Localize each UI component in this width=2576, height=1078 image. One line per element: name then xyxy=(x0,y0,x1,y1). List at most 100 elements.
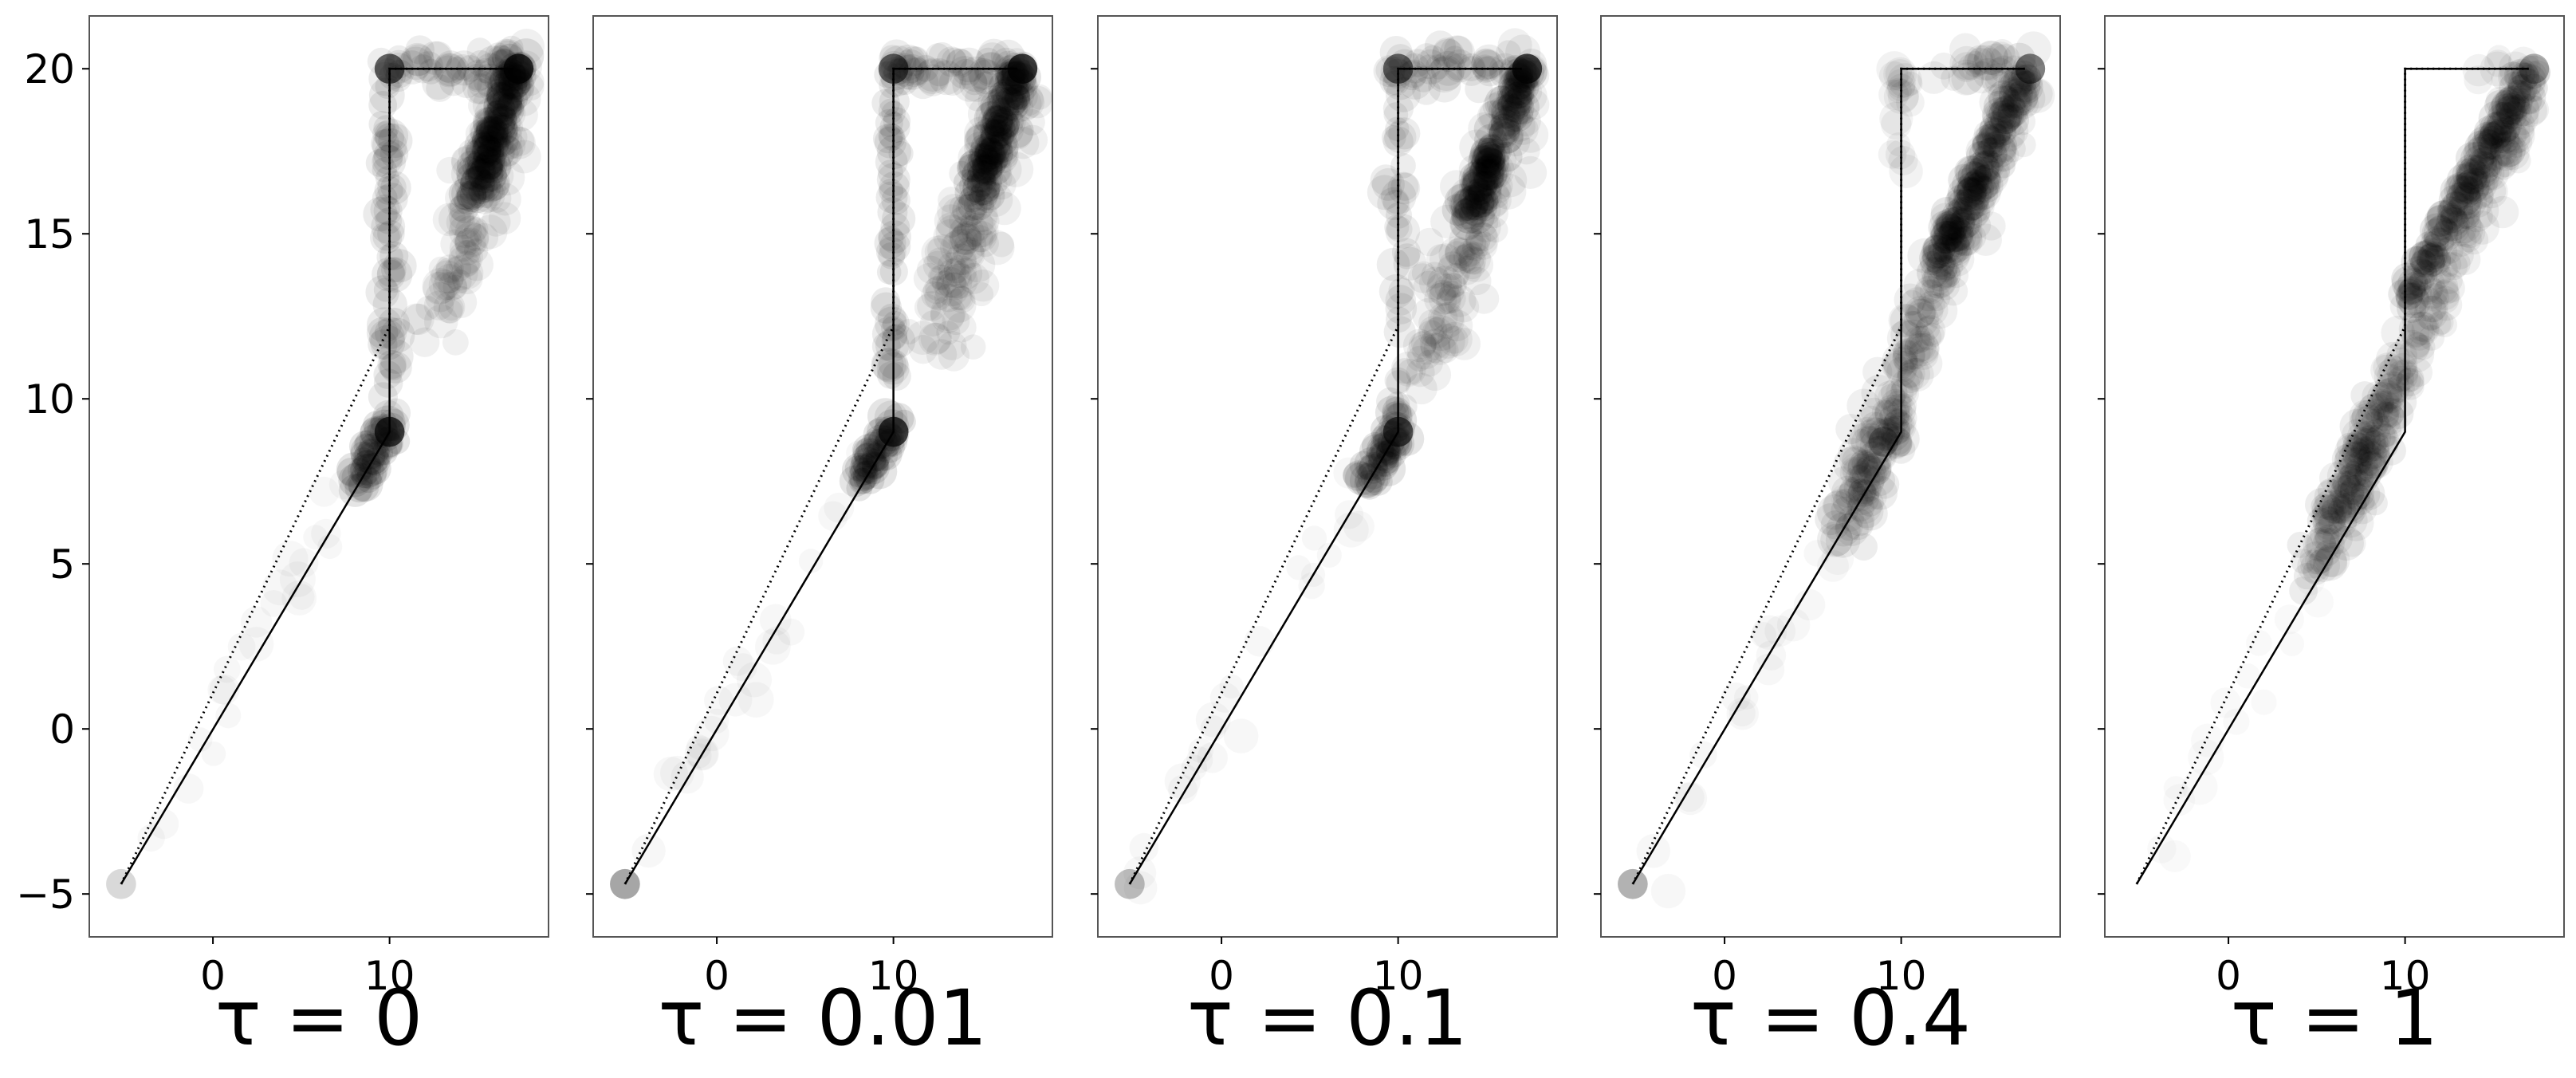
sample-point xyxy=(1967,169,1996,198)
sample-point xyxy=(1361,431,1390,460)
sample-point xyxy=(1862,435,1897,471)
sample-point xyxy=(494,92,520,117)
sample-point xyxy=(2333,492,2359,519)
sample-point xyxy=(982,106,1014,138)
sample-point xyxy=(1964,171,1993,199)
sample-point xyxy=(2425,235,2458,268)
sample-point xyxy=(2408,241,2440,273)
sample-point xyxy=(486,114,516,144)
dotted-trajectory xyxy=(623,67,1017,885)
sample-point xyxy=(1982,133,2017,168)
sample-point xyxy=(1989,39,2016,65)
sample-point xyxy=(372,223,400,251)
sample-point xyxy=(1011,85,1045,120)
sample-point xyxy=(348,466,383,502)
sample-point xyxy=(1941,213,1968,241)
sample-point xyxy=(469,116,498,145)
sample-point xyxy=(2353,461,2380,488)
sample-point xyxy=(486,120,522,155)
sample-point xyxy=(379,339,414,374)
sample-point xyxy=(463,217,489,242)
sample-point xyxy=(2453,169,2490,205)
sample-point xyxy=(2401,246,2433,278)
sample-point xyxy=(448,214,482,249)
sample-point xyxy=(875,328,910,363)
sample-point xyxy=(377,220,405,248)
sample-point xyxy=(1420,332,1451,364)
sample-point xyxy=(1456,240,1483,267)
sample-point xyxy=(2397,372,2425,400)
sample-point xyxy=(1961,170,1989,197)
sample-point xyxy=(1948,216,1983,251)
sample-point xyxy=(1504,90,1540,125)
sample-point xyxy=(1952,188,1985,222)
sample-point xyxy=(882,325,907,350)
sample-point xyxy=(2000,86,2033,120)
sample-point xyxy=(1504,85,1533,114)
sample-point xyxy=(1483,138,1511,165)
sample-point xyxy=(377,349,407,380)
sample-point xyxy=(1958,178,1992,211)
sample-point xyxy=(476,139,507,171)
sample-point xyxy=(470,222,499,252)
sample-point xyxy=(1349,450,1378,480)
sample-point xyxy=(2312,528,2345,561)
sample-point xyxy=(370,325,406,360)
sample-point xyxy=(1960,195,1985,221)
sample-point xyxy=(970,134,996,159)
sample-point xyxy=(1996,102,2023,129)
sample-point xyxy=(454,187,482,215)
sample-point xyxy=(2289,576,2318,605)
sample-point xyxy=(2446,194,2481,229)
panel-2: 0 10τ = 0.01 xyxy=(586,15,1053,1063)
sample-point xyxy=(1986,100,2016,130)
sample-point xyxy=(2359,393,2387,421)
sample-point xyxy=(1390,351,1426,387)
sample-point xyxy=(2502,79,2535,112)
sample-point xyxy=(1475,151,1506,183)
sample-point xyxy=(949,215,985,251)
y-tick-label: 0 xyxy=(49,706,75,753)
sample-point xyxy=(1438,236,1475,273)
sample-point xyxy=(2491,125,2519,154)
sample-point xyxy=(946,312,977,343)
sample-point xyxy=(2489,154,2516,180)
sample-point xyxy=(457,180,487,210)
sample-point xyxy=(985,112,1019,147)
sample-point xyxy=(2337,468,2373,505)
sample-point xyxy=(1880,422,1905,447)
sample-point xyxy=(486,77,516,106)
sample-point xyxy=(1462,190,1490,217)
sample-point xyxy=(1929,203,1961,234)
sample-point xyxy=(1842,447,1870,475)
sample-point xyxy=(1932,236,1961,265)
sample-point xyxy=(971,207,1000,236)
sample-point xyxy=(2305,488,2338,521)
sample-point xyxy=(883,107,911,135)
sample-point xyxy=(978,125,1012,159)
sample-point xyxy=(373,196,403,226)
sample-point xyxy=(1418,309,1445,336)
sample-point xyxy=(458,139,483,163)
sample-point xyxy=(1957,161,1990,194)
sample-point xyxy=(380,139,409,168)
sample-point xyxy=(1936,207,1970,241)
sample-point xyxy=(1964,168,1990,195)
sample-point xyxy=(1496,77,1522,103)
sample-point xyxy=(2489,131,2523,165)
sample-point xyxy=(378,123,413,159)
sample-point xyxy=(1982,142,2008,168)
sample-point xyxy=(1890,319,1921,350)
sample-point xyxy=(491,88,522,119)
sample-point xyxy=(1452,202,1480,230)
sample-point xyxy=(1453,243,1481,272)
sample-point xyxy=(2490,131,2527,167)
sample-point xyxy=(1843,475,1869,501)
sample-point xyxy=(1473,49,1504,80)
sample-point xyxy=(2520,95,2550,124)
sample-point xyxy=(2431,285,2460,314)
sample-point xyxy=(1500,81,1535,116)
sample-point xyxy=(471,135,502,165)
sample-point xyxy=(2342,441,2371,470)
sample-point xyxy=(1948,189,1973,214)
